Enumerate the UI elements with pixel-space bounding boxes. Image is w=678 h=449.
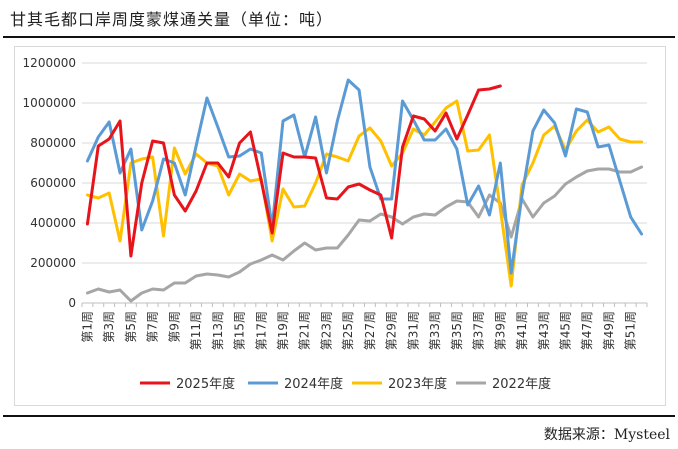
- x-tick-label: 第11周: [189, 311, 203, 350]
- x-tick-label: 第43周: [537, 311, 551, 350]
- x-tick-label: 第33周: [428, 311, 442, 350]
- x-tick-label: 第15周: [233, 311, 247, 350]
- x-tick-label: 第27周: [363, 311, 377, 350]
- series-line-2024年度: [85, 78, 644, 275]
- x-tick-label: 第7周: [146, 311, 160, 343]
- x-tick-label: 第51周: [624, 311, 638, 350]
- chart-title: 甘其毛都口岸周度蒙煤通关量（单位：吨）: [10, 10, 334, 29]
- chart-frame: 0 200000 400000 600000 800000 1000000 1200000 …: [14, 46, 666, 406]
- bottom-rule: [3, 415, 675, 417]
- legend-label: 2023年度: [388, 376, 447, 392]
- line-chart: 020000040000060000080000010000001200000 …: [23, 56, 648, 392]
- y-axis-labels: 0 200000 400000 600000 800000 1000000 1200000: [23, 56, 76, 310]
- x-tick-label: 第47周: [580, 311, 594, 350]
- x-tick-label: 第35周: [450, 311, 464, 350]
- y-tick-label: 1200000: [23, 56, 76, 70]
- legend: 2025年度 2024年度 2023年度 2022年度: [140, 376, 551, 392]
- x-tick-label: 第17周: [254, 311, 268, 350]
- legend-label: 2022年度: [492, 376, 551, 392]
- x-tick-label: 第1周: [80, 311, 94, 343]
- x-tick-label: 第19周: [276, 311, 290, 350]
- series-lines: [85, 78, 644, 303]
- x-tick-label: 第5周: [124, 311, 138, 343]
- series-line-2022年度: [85, 165, 644, 303]
- y-tick-label: 600000: [30, 176, 76, 190]
- y-tick-label: 1000000: [23, 96, 76, 110]
- x-tick-label: 第21周: [298, 311, 312, 350]
- y-tick-label: 400000: [30, 216, 76, 230]
- x-tick-label: 第45周: [559, 311, 573, 350]
- y-tick-label: 200000: [30, 256, 76, 270]
- legend-label: 2024年度: [284, 376, 343, 392]
- x-axis: [81, 302, 648, 307]
- x-tick-label: 第3周: [102, 311, 116, 343]
- x-tick-label: 第9周: [167, 311, 181, 343]
- series-line-2025年度: [85, 84, 502, 258]
- legend-label: 2025年度: [176, 376, 235, 392]
- gridlines: [82, 62, 647, 304]
- x-tick-label: 第37周: [472, 311, 486, 350]
- x-tick-label: 第49周: [602, 311, 616, 350]
- x-tick-label: 第39周: [493, 311, 507, 350]
- x-tick-label: 第13周: [211, 311, 225, 350]
- x-tick-label: 第23周: [319, 311, 333, 350]
- x-tick-label: 第29周: [385, 311, 399, 350]
- x-tick-label: 第41周: [515, 311, 529, 350]
- data-source: 数据来源：Mysteel: [543, 427, 670, 443]
- x-tick-label: 第31周: [406, 311, 420, 350]
- top-rule: [3, 36, 675, 38]
- y-tick-label: 0: [68, 296, 76, 310]
- y-tick-label: 800000: [30, 136, 76, 150]
- x-tick-label: 第25周: [341, 311, 355, 350]
- x-axis-labels: 第1周 第3周 第5周 第7周 第9周 第11周 第13周 第15周 第17周 第19周 第21周第…: [80, 311, 637, 350]
